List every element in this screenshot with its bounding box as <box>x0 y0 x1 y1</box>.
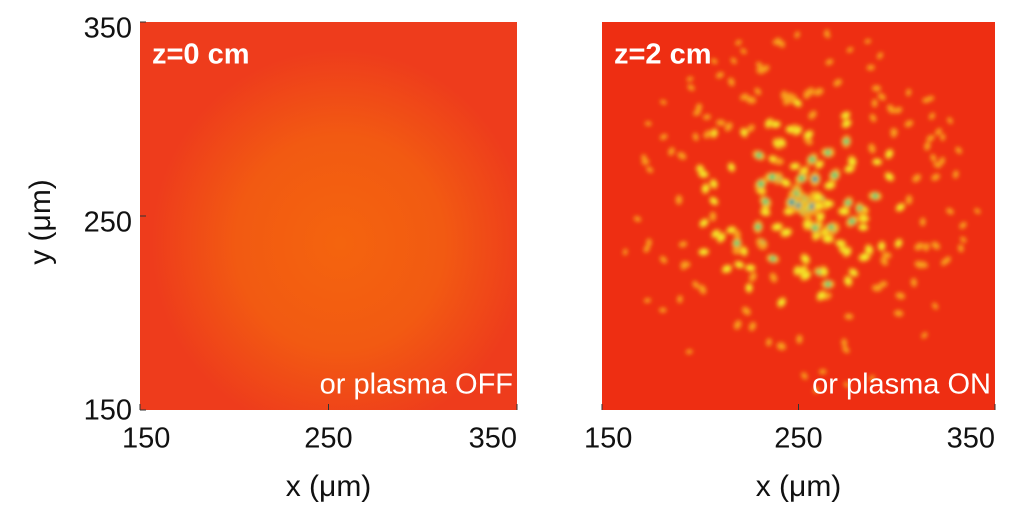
filament-core <box>801 256 809 262</box>
filament-core <box>700 171 707 176</box>
filament-core <box>844 278 852 284</box>
x-tick-label: 250 <box>774 423 822 455</box>
filament-core <box>860 225 867 230</box>
filament-core <box>837 241 844 246</box>
filament-core <box>842 113 849 118</box>
filament-peak <box>872 193 878 199</box>
filament-core <box>897 205 904 210</box>
filament-core <box>860 254 868 260</box>
filament-core <box>736 262 743 267</box>
filament-core <box>747 265 754 270</box>
filament-peak <box>825 281 831 287</box>
filament-core <box>772 122 779 127</box>
filament-core <box>865 247 873 253</box>
panel-annotation: z=0 cm <box>152 39 250 71</box>
filament-peak <box>809 156 815 162</box>
x-tick-label: 150 <box>584 423 632 455</box>
panel-caption: or plasma ON <box>812 369 991 401</box>
filament-core <box>874 159 881 164</box>
filament-core <box>843 121 850 127</box>
filament-peak <box>845 200 851 206</box>
y-tick-label: 350 <box>84 13 132 45</box>
filament-core <box>895 241 902 246</box>
filament-core <box>778 140 785 145</box>
filament-peak <box>756 152 762 158</box>
filament-core <box>886 174 893 179</box>
filament-core <box>802 272 810 278</box>
filament-core <box>805 132 813 138</box>
filament-core <box>746 285 753 290</box>
filament-core <box>700 220 707 225</box>
filament-core <box>860 216 868 222</box>
filament-peak <box>734 240 740 246</box>
filament-core <box>817 293 825 299</box>
y-tick-label: 150 <box>84 395 132 427</box>
x-tick-label: 350 <box>947 423 995 455</box>
panel-caption: or plasma OFF <box>320 369 513 401</box>
filament-core <box>815 203 823 209</box>
filament-core <box>717 235 725 241</box>
filament-peak <box>755 224 761 230</box>
filament-core <box>878 244 885 249</box>
filament-peak <box>798 175 804 181</box>
filament-core <box>741 130 748 135</box>
filament-core <box>816 162 823 167</box>
x-tick-label: 250 <box>304 423 352 455</box>
filament-peak <box>812 225 818 231</box>
filament-core <box>702 186 709 191</box>
figure: 150 250 350 x (μm) 150 250 350 y (μm) z=0 cm or p… <box>0 0 1015 514</box>
filament-peak <box>758 181 764 187</box>
filament-peak <box>769 174 776 181</box>
filament-peak <box>813 177 817 181</box>
filament-core <box>820 269 828 275</box>
x-tick-label: 350 <box>469 423 517 455</box>
x-tick-label: 150 <box>122 423 170 455</box>
filament-core <box>886 151 893 156</box>
filament-core <box>843 249 850 255</box>
filament-peak <box>790 200 794 204</box>
y-tick-label: 250 <box>84 207 132 239</box>
filament-peak <box>843 139 849 145</box>
filament-peak <box>828 224 834 230</box>
intensity-map <box>140 22 517 410</box>
filament-core <box>817 214 825 220</box>
y-axis-label: y (μm) <box>24 179 57 265</box>
x-axis-label: x (μm) <box>286 470 372 503</box>
filament-peak <box>825 149 831 155</box>
heatmap-panel: 150 250 350 x (μm) z=2 cm or plasma ON <box>584 22 995 503</box>
panel-annotation: z=2 cm <box>614 39 712 71</box>
filament-core <box>710 198 717 203</box>
filament-core <box>848 159 856 165</box>
filament-core <box>778 300 785 305</box>
intensity-map <box>602 22 995 410</box>
filament-core <box>824 201 832 207</box>
filament-core <box>700 249 707 254</box>
filament-core <box>773 224 781 230</box>
filament-core <box>762 210 769 215</box>
filament-peak <box>831 172 837 178</box>
filament-core <box>782 180 790 186</box>
heatmap-panel: 150 250 350 x (μm) 150 250 350 y (μm) z=0 cm or p… <box>24 13 517 503</box>
page: {"chart_data": [ {"type": "heatmap", "an… <box>0 0 1015 514</box>
filament-core <box>710 181 717 186</box>
filament-core <box>824 236 832 242</box>
filament-core <box>850 270 857 275</box>
filament-core <box>814 194 822 200</box>
x-axis-label: x (μm) <box>756 470 842 503</box>
filament-core <box>791 164 798 169</box>
filament-peak <box>849 218 855 224</box>
filament-core <box>728 165 735 170</box>
filament-core <box>826 182 834 188</box>
filament-peak <box>770 256 776 262</box>
filament <box>872 99 878 107</box>
filament-core <box>793 128 801 134</box>
filament-core <box>804 222 812 228</box>
filament-core <box>840 208 848 214</box>
filament-peak <box>763 199 769 205</box>
filament-core <box>782 230 790 236</box>
filament-core <box>723 266 730 271</box>
